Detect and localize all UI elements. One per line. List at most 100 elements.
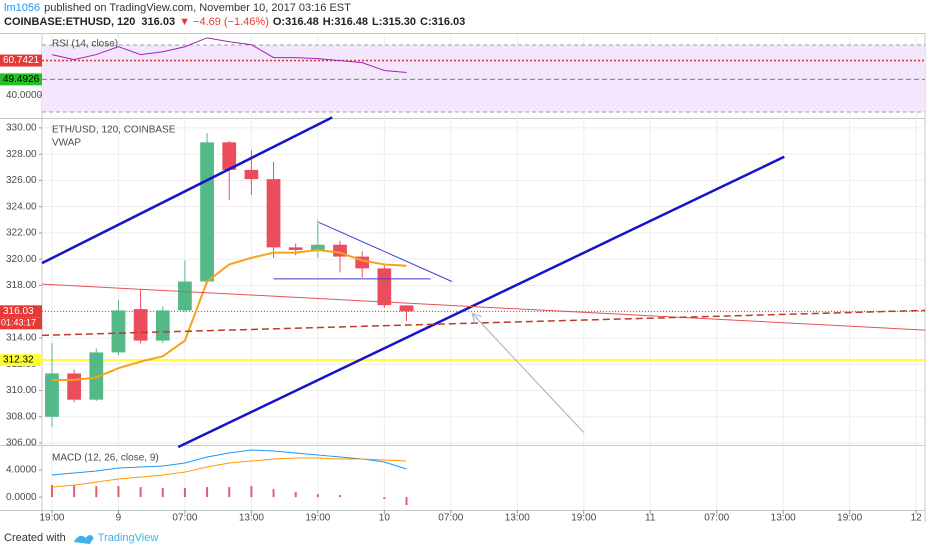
histogram-bar bbox=[73, 485, 76, 498]
x-tick-label: 10 bbox=[379, 513, 391, 524]
histogram-bar bbox=[294, 492, 297, 498]
y-tick-label: 308.00 bbox=[6, 411, 37, 422]
y-tick-label: 326.00 bbox=[6, 175, 37, 186]
histogram-bar bbox=[250, 486, 253, 498]
logo bbox=[73, 535, 94, 544]
histogram-bar bbox=[117, 486, 120, 498]
change: ▼ −4.69 (−1.46%) bbox=[179, 16, 269, 28]
trend-line bbox=[41, 116, 333, 265]
histogram-bar bbox=[228, 487, 231, 498]
candle-body bbox=[67, 373, 81, 400]
trend-line bbox=[318, 221, 453, 282]
candle-body bbox=[310, 244, 325, 250]
trend-line bbox=[473, 314, 585, 433]
y-tick-label: 328.00 bbox=[6, 149, 37, 160]
level-label-bg bbox=[0, 54, 42, 67]
candle-body bbox=[399, 305, 414, 312]
legend-entry: VWAP bbox=[52, 138, 81, 149]
y-tick-label: 330.00 bbox=[6, 123, 37, 134]
y-tick-label: 306.00 bbox=[6, 438, 37, 449]
x-tick-label: 11 bbox=[645, 513, 656, 524]
panel-title: RSI (14, close) bbox=[52, 39, 118, 50]
candle-body bbox=[288, 247, 303, 250]
x-tick-label: 19:00 bbox=[571, 513, 596, 524]
y-tick-label: 318.00 bbox=[6, 280, 37, 291]
price-label-bg bbox=[0, 305, 42, 318]
histogram-bar bbox=[272, 489, 275, 498]
x-tick-label: 19:00 bbox=[39, 513, 64, 524]
author: lm1056 bbox=[4, 2, 40, 14]
header: lm1056 published on TradingView.com, Nove… bbox=[4, 2, 465, 28]
brand: TradingView bbox=[98, 532, 159, 544]
symbol: COINBASE:ETHUSD, 120 bbox=[4, 16, 135, 28]
published: published on TradingView.com, November 1… bbox=[44, 2, 351, 14]
panel-title: ETH/USD, 120, COINBASE bbox=[52, 125, 176, 136]
x-tick-label: 19:00 bbox=[837, 513, 862, 524]
candle-body bbox=[266, 179, 281, 248]
trend-line bbox=[41, 283, 926, 331]
candle-body bbox=[244, 169, 259, 180]
histogram-bar bbox=[316, 494, 319, 498]
y-tick-label: 310.00 bbox=[6, 385, 37, 396]
histogram-bar bbox=[139, 487, 142, 498]
y-tick-label: 322.00 bbox=[6, 228, 37, 239]
trend-line bbox=[177, 155, 785, 449]
macd-line bbox=[51, 449, 407, 476]
x-tick-label: 07:00 bbox=[704, 513, 729, 524]
footer-text: Created with bbox=[4, 532, 66, 544]
y-tick-label: 0.0000 bbox=[6, 492, 37, 503]
signal-line bbox=[51, 457, 407, 488]
close: C:316.03 bbox=[420, 16, 465, 28]
footer-bg bbox=[0, 526, 932, 550]
level-label-bg bbox=[0, 73, 42, 86]
y-tick-label: 4.0000 bbox=[6, 465, 37, 476]
low: L:315.30 bbox=[372, 16, 416, 28]
candle-body bbox=[222, 142, 237, 170]
price-label-bg bbox=[0, 354, 42, 367]
histogram-bar bbox=[339, 495, 342, 498]
last-price: 316.03 bbox=[141, 16, 175, 28]
price-label: 316.03 bbox=[3, 306, 34, 317]
x-tick-label: 13:00 bbox=[239, 513, 264, 524]
x-tick-label: 13:00 bbox=[771, 513, 796, 524]
x-tick-label: 07:00 bbox=[438, 513, 463, 524]
panel-title: MACD (12, 26, close, 9) bbox=[52, 453, 159, 464]
x-tick-label: 07:00 bbox=[172, 513, 197, 524]
open: O:316.48 bbox=[273, 16, 319, 28]
candle-body bbox=[178, 281, 192, 311]
histogram-bar bbox=[206, 487, 209, 498]
histogram-bar bbox=[405, 497, 408, 506]
histogram-bar bbox=[95, 486, 98, 498]
rsi-band bbox=[42, 45, 925, 112]
rsi-line bbox=[51, 37, 407, 73]
x-tick-label: 13:00 bbox=[505, 513, 530, 524]
histogram-bar bbox=[383, 497, 386, 500]
candle-body bbox=[333, 244, 347, 257]
price-label: 312.32 bbox=[3, 355, 34, 366]
countdown-bg bbox=[0, 317, 42, 330]
y-tick-label: 40.0000 bbox=[6, 90, 43, 101]
vwap-line bbox=[51, 248, 407, 381]
x-tick-label: 9 bbox=[116, 513, 122, 524]
y-tick-label: 324.00 bbox=[6, 201, 37, 212]
level-label: 49.4926 bbox=[3, 74, 40, 85]
candle-body bbox=[133, 309, 148, 341]
histogram-bar bbox=[183, 488, 186, 498]
candle-body bbox=[200, 142, 214, 282]
histogram-bar bbox=[50, 485, 53, 498]
histogram-bar bbox=[161, 488, 164, 498]
level-label: 60.7421 bbox=[3, 55, 40, 66]
countdown: 01:43:17 bbox=[1, 318, 36, 328]
high: H:316.48 bbox=[323, 16, 368, 28]
candle-body bbox=[155, 310, 170, 341]
x-tick-label: 19:00 bbox=[305, 513, 330, 524]
trend-line bbox=[41, 309, 926, 337]
x-tick-label: 12 bbox=[911, 513, 923, 524]
candle-body bbox=[355, 256, 370, 269]
y-tick-label: 314.00 bbox=[6, 333, 37, 344]
y-tick-label: 320.00 bbox=[6, 254, 37, 265]
candle-body bbox=[45, 373, 59, 417]
candle-body bbox=[377, 268, 392, 306]
candle-body bbox=[89, 352, 104, 400]
